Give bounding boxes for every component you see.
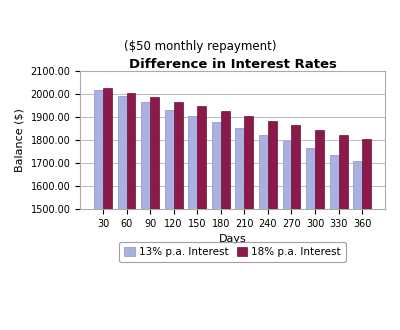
- Bar: [330, 155, 339, 330]
- Bar: [212, 122, 221, 330]
- Bar: [282, 141, 292, 330]
- Bar: [197, 106, 206, 330]
- Bar: [150, 97, 159, 330]
- Bar: [141, 102, 150, 330]
- Bar: [188, 115, 197, 330]
- Legend: 13% p.a. Interest, 18% p.a. Interest: 13% p.a. Interest, 18% p.a. Interest: [119, 242, 346, 262]
- Bar: [244, 115, 253, 330]
- Bar: [362, 139, 371, 330]
- Text: ($50 monthly repayment): ($50 monthly repayment): [124, 40, 276, 52]
- Y-axis label: Balance ($): Balance ($): [15, 108, 25, 172]
- Bar: [268, 120, 277, 330]
- Bar: [103, 88, 112, 330]
- Bar: [292, 125, 300, 330]
- Bar: [165, 110, 174, 330]
- Bar: [315, 130, 324, 330]
- Bar: [353, 161, 362, 330]
- Bar: [339, 135, 348, 330]
- Bar: [221, 111, 230, 330]
- Bar: [174, 102, 183, 330]
- Bar: [306, 148, 315, 330]
- Bar: [259, 135, 268, 330]
- Bar: [94, 90, 103, 330]
- Bar: [126, 93, 136, 330]
- Title: Difference in Interest Rates: Difference in Interest Rates: [129, 58, 336, 71]
- Bar: [118, 96, 126, 330]
- X-axis label: Days: Days: [219, 234, 246, 244]
- Bar: [236, 128, 244, 330]
